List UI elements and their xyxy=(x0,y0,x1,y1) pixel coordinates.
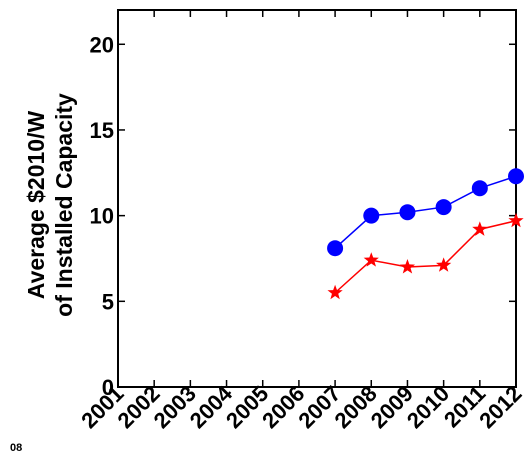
data-point-star xyxy=(472,221,488,236)
series-line-2 xyxy=(334,220,517,294)
y-axis-ticks: 0 5 10 15 20 xyxy=(90,32,516,400)
data-point-circle xyxy=(363,207,380,224)
data-point-star xyxy=(327,284,343,300)
data-point-star xyxy=(508,212,524,228)
y-tick-label: 15 xyxy=(90,118,114,143)
data-point-star xyxy=(436,257,452,272)
series-layer xyxy=(327,168,524,300)
x-axis-ticks: 2001200220032004200520062007200820092010… xyxy=(76,10,524,433)
data-point-circle xyxy=(327,240,344,257)
y-tick-label: 0 xyxy=(102,375,114,400)
data-point-circle xyxy=(399,204,416,221)
data-point-circle xyxy=(471,180,488,197)
y-tick-label: 5 xyxy=(102,289,114,314)
data-point-circle xyxy=(508,168,524,185)
y-axis-title-line-1: Average $2010/W xyxy=(23,111,49,300)
series-line-1 xyxy=(334,175,517,249)
corner-text: 08 xyxy=(10,442,22,453)
data-point-star xyxy=(399,259,416,274)
plot-frame xyxy=(117,9,517,388)
y-axis-title-line-2: of Installed Capacity xyxy=(51,93,77,317)
data-point-star xyxy=(363,252,379,267)
data-point-circle xyxy=(435,199,452,216)
y-tick-label: 10 xyxy=(90,204,114,229)
y-tick-label: 20 xyxy=(90,32,114,57)
x-tick-label: 2012 xyxy=(474,381,524,433)
